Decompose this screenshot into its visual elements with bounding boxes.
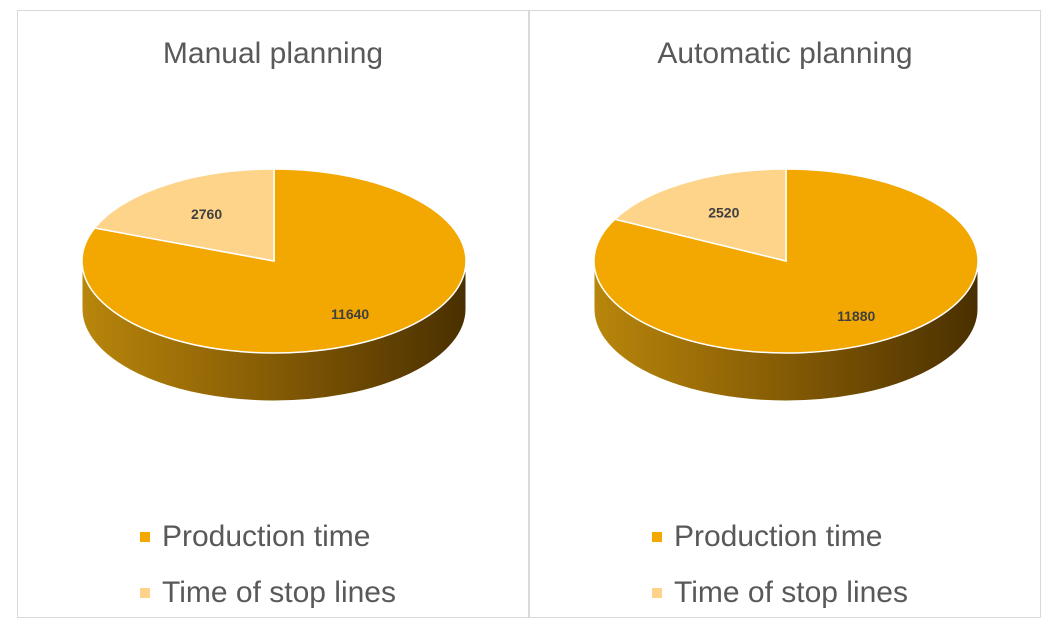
legend-label-stop: Time of stop lines	[162, 576, 396, 609]
pie-slice-production	[593, 168, 979, 354]
legend-swatch-stop	[140, 588, 150, 598]
legend-item-stop: Time of stop lines	[652, 565, 908, 621]
chart-title: Automatic planning	[657, 37, 913, 70]
pie-slice-stop	[613, 168, 787, 262]
pie-slice-stop	[93, 168, 275, 262]
data-label-stop: 2520	[708, 204, 739, 220]
legend-label-production: Production time	[674, 520, 883, 553]
manual-planning-chart-panel: Manual planning 11640 2760 Production tim…	[17, 10, 529, 618]
chart-title: Manual planning	[162, 37, 384, 70]
legend-swatch-stop	[652, 588, 662, 598]
legend-item-production: Production time	[652, 509, 908, 565]
legend-item-production: Production time	[140, 509, 396, 565]
automatic-planning-chart-panel: Automatic planning 11880 2520 Production …	[529, 10, 1041, 618]
legend-label-production: Production time	[162, 520, 371, 553]
legend-swatch-production	[652, 532, 662, 542]
legend-item-stop: Time of stop lines	[140, 565, 396, 621]
legend: Production time Time of stop lines	[652, 509, 908, 621]
pie-chart: 11880 2520	[593, 168, 979, 402]
data-label-production: 11880	[837, 308, 875, 324]
legend-swatch-production	[140, 532, 150, 542]
data-label-production: 11640	[331, 306, 369, 322]
data-label-stop: 2760	[191, 206, 222, 222]
pie-chart: 11640 2760	[81, 168, 467, 402]
pie-slice-production	[81, 168, 467, 354]
legend-label-stop: Time of stop lines	[674, 576, 908, 609]
legend: Production time Time of stop lines	[140, 509, 396, 621]
